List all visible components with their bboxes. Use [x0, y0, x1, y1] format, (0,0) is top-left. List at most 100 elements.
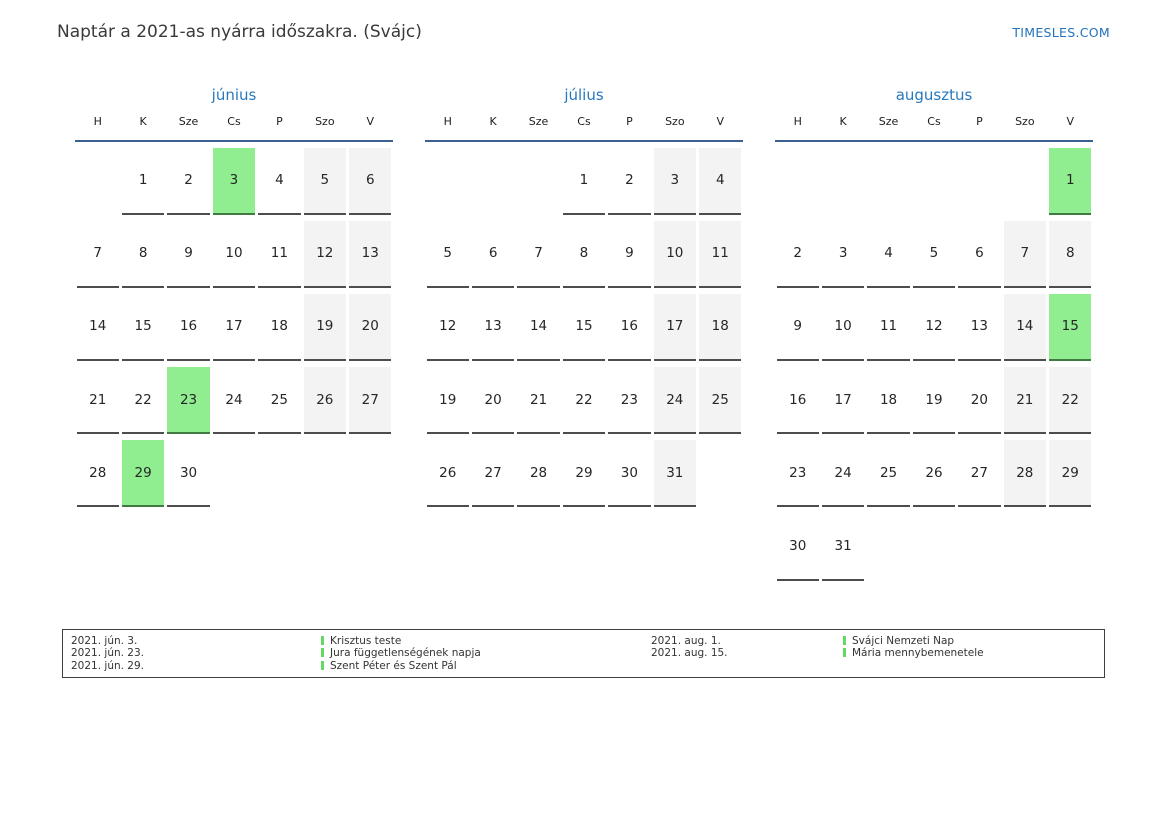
month-junius: június H K Sze Cs P Szo V 1 2 3 4 5 6 7 8 9 10 11 12 13 14 15 1… [75, 84, 393, 508]
weekday-label: Szo [665, 115, 685, 128]
day-cell: 19 [425, 361, 470, 435]
holiday-marker-bar [843, 636, 846, 645]
day-junius-17: 17 [212, 293, 256, 362]
empty-cell [911, 142, 956, 215]
day-cell: 18 [698, 288, 743, 362]
day-augusztus-4: 4 [867, 220, 910, 288]
day-junius-2: 2 [167, 147, 210, 215]
holiday-marker-bar [843, 648, 846, 658]
day-cell: 30 [607, 434, 652, 508]
day-junius-20: 20 [349, 293, 392, 362]
day-cell: 2 [775, 215, 820, 288]
weekday-label: H [443, 115, 452, 128]
day-junius-25: 25 [258, 367, 301, 435]
day-cell: 27 [348, 361, 393, 435]
day-cell: 31 [820, 507, 865, 581]
day-cell: 28 [1002, 434, 1047, 508]
day-cell: 22 [120, 361, 165, 435]
day-augusztus-23: 23 [776, 440, 819, 508]
day-julius-21: 21 [517, 367, 560, 435]
weeks-grid: 1 2 3 4 5 6 7 8 9 10 11 12 13 14 15 16 17 18 19 20 21 22 23 24 2… [775, 142, 1093, 581]
day-junius-12: 12 [303, 220, 347, 288]
weekday-label: Sze [178, 115, 199, 128]
day-junius-23: 23 [167, 367, 210, 435]
day-augusztus-9: 9 [776, 293, 819, 362]
weekday-label: V [366, 115, 374, 128]
day-julius-17: 17 [653, 293, 697, 362]
weekday-label: Sze [528, 115, 549, 128]
weekday-label: Cs [927, 115, 941, 128]
day-julius-8: 8 [562, 220, 606, 288]
empty-cell [775, 142, 820, 215]
week-row: 30 31 [775, 507, 1093, 581]
legend-holiday: Svájci Nemzeti Nap [843, 635, 984, 647]
site-link[interactable]: TIMESLES.COM [1012, 25, 1110, 40]
day-cell: 23 [607, 361, 652, 435]
weekday-label: K [139, 115, 147, 128]
day-augusztus-3: 3 [821, 220, 865, 288]
day-junius-14: 14 [76, 293, 119, 362]
day-junius-26: 26 [303, 367, 347, 435]
month-augusztus: augusztus H K Sze Cs P Szo V 1 2 3 4 5 6 7 8 9 10 11 12 13 14… [775, 84, 1093, 581]
empty-cell [211, 434, 256, 507]
empty-cell [820, 142, 865, 215]
day-augusztus-1: 1 [1049, 147, 1092, 215]
day-cell: 2 [166, 142, 211, 215]
legend-dates-1: 2021. aug. 1. 2021. aug. 15. [651, 635, 728, 660]
day-cell: 13 [470, 288, 515, 362]
day-cell: 30 [166, 434, 211, 508]
day-julius-15: 15 [562, 293, 606, 362]
day-cell: 18 [257, 288, 302, 362]
day-junius-29: 29 [121, 440, 165, 508]
day-augusztus-12: 12 [912, 293, 956, 362]
day-julius-3: 3 [653, 147, 697, 215]
day-cell: 5 [302, 142, 347, 215]
day-augusztus-10: 10 [821, 293, 865, 362]
empty-cell [866, 507, 911, 580]
day-cell: 1 [120, 142, 165, 215]
day-augusztus-24: 24 [821, 440, 865, 508]
day-cell: 20 [957, 361, 1002, 435]
day-junius-5: 5 [303, 147, 347, 215]
day-cell: 22 [1048, 361, 1093, 435]
day-augusztus-11: 11 [867, 293, 910, 362]
legend-holiday: Jura függetlenségének napja [321, 647, 481, 659]
day-cell: 21 [75, 361, 120, 435]
day-cell: 12 [302, 215, 347, 288]
day-julius-2: 2 [608, 147, 651, 215]
day-cell: 3 [820, 215, 865, 288]
empty-cell [1048, 507, 1093, 580]
holiday-marker-bar [321, 660, 324, 670]
day-cell: 12 [911, 288, 956, 362]
day-augusztus-17: 17 [821, 367, 865, 435]
day-cell: 10 [652, 215, 697, 288]
week-row: 19 20 21 22 23 24 25 [425, 361, 743, 435]
day-cell: 7 [1002, 215, 1047, 288]
week-row: 9 10 11 12 13 14 15 [775, 288, 1093, 362]
day-cell: 16 [607, 288, 652, 362]
day-cell: 14 [516, 288, 561, 362]
day-augusztus-26: 26 [912, 440, 956, 508]
week-row: 14 15 16 17 18 19 20 [75, 288, 393, 362]
day-junius-8: 8 [121, 220, 165, 288]
day-augusztus-14: 14 [1003, 293, 1047, 362]
day-julius-16: 16 [608, 293, 651, 362]
week-row: 16 17 18 19 20 21 22 [775, 361, 1093, 435]
day-cell: 4 [698, 142, 743, 215]
day-julius-20: 20 [471, 367, 515, 435]
day-cell: 6 [470, 215, 515, 288]
empty-cell [470, 142, 515, 215]
day-julius-26: 26 [426, 440, 469, 508]
day-cell: 2 [607, 142, 652, 215]
day-julius-6: 6 [471, 220, 515, 288]
empty-cell [957, 507, 1002, 580]
weekday-header-row: H K Sze Cs P Szo V [425, 106, 743, 142]
empty-cell [957, 142, 1002, 215]
day-junius-21: 21 [76, 367, 119, 435]
day-julius-29: 29 [562, 440, 606, 508]
day-cell: 23 [775, 434, 820, 508]
day-cell: 17 [211, 288, 256, 362]
day-cell: 9 [166, 215, 211, 288]
empty-cell [911, 507, 956, 580]
legend-names-0: Krisztus teste Jura függetlenségének napj… [321, 635, 481, 672]
